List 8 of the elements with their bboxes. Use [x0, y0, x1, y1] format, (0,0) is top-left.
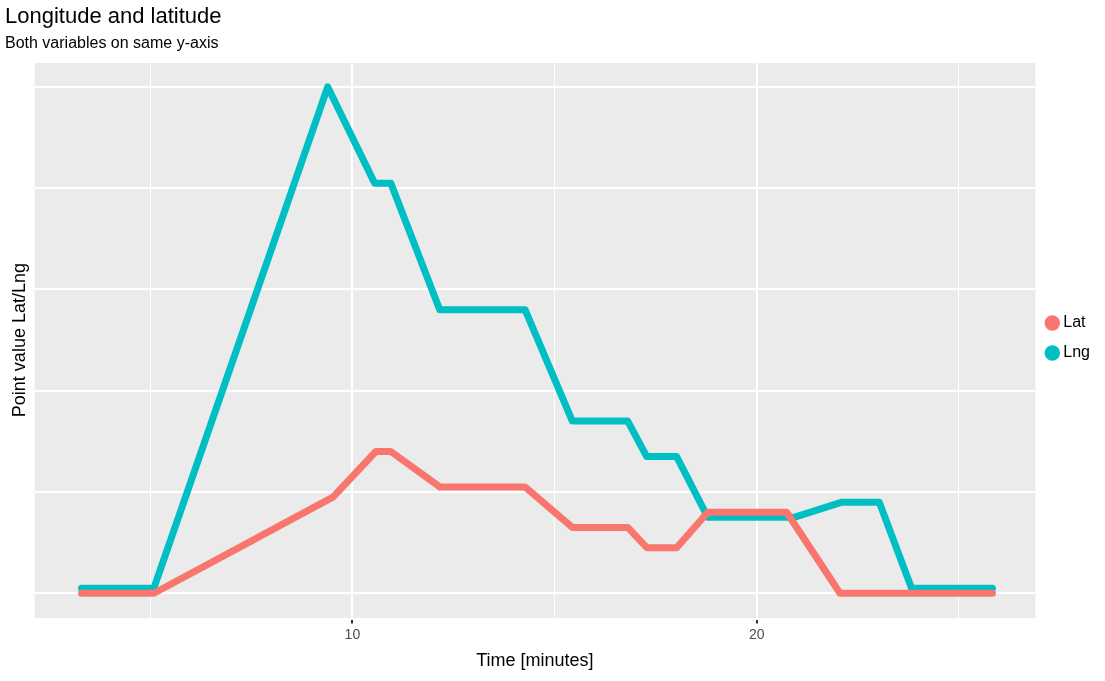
legend-label: Lng [1063, 343, 1091, 361]
y-axis-title: Point value Lat/Lng [8, 263, 29, 418]
x-axis-title: Time [minutes] [476, 650, 594, 671]
chart-title: Longitude and latitude [5, 3, 222, 29]
x-tick-label: 10 [344, 625, 361, 642]
chart-subtitle: Both variables on same y-axis [5, 34, 219, 52]
x-tick-label: 20 [748, 625, 765, 642]
legend-label: Lat [1063, 313, 1087, 331]
